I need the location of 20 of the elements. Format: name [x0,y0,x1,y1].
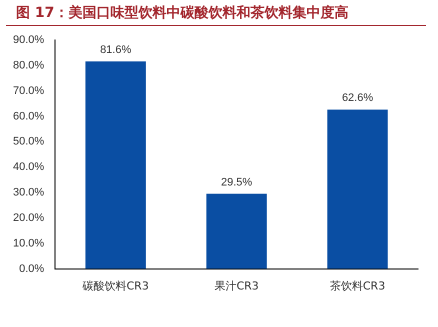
y-tick-label: 50.0% [12,136,44,148]
y-tick-label: 0.0% [19,262,44,275]
x-tick-label: 碳酸饮料CR3 [81,279,149,292]
data-label: 81.6% [100,44,132,56]
bar [85,61,146,269]
data-label: 62.6% [342,92,374,104]
y-tick-label: 20.0% [12,212,44,224]
y-tick-label: 90.0% [12,34,44,46]
chart-title: 图 17：美国口味型饮料中碳酸饮料和茶饮料集中度高 [6,0,426,26]
y-tick-label: 40.0% [12,161,44,174]
bar [206,194,267,269]
data-label: 29.5% [220,176,252,188]
y-tick-label: 60.0% [12,110,44,122]
x-tick-label: 果汁CR3 [214,279,259,292]
y-tick-label: 10.0% [12,237,44,250]
y-tick-label: 80.0% [12,59,44,72]
y-tick-label: 70.0% [12,84,44,97]
x-tick-label: 茶饮料CR3 [330,279,386,292]
bar [327,110,388,269]
y-tick-label: 30.0% [12,186,44,199]
